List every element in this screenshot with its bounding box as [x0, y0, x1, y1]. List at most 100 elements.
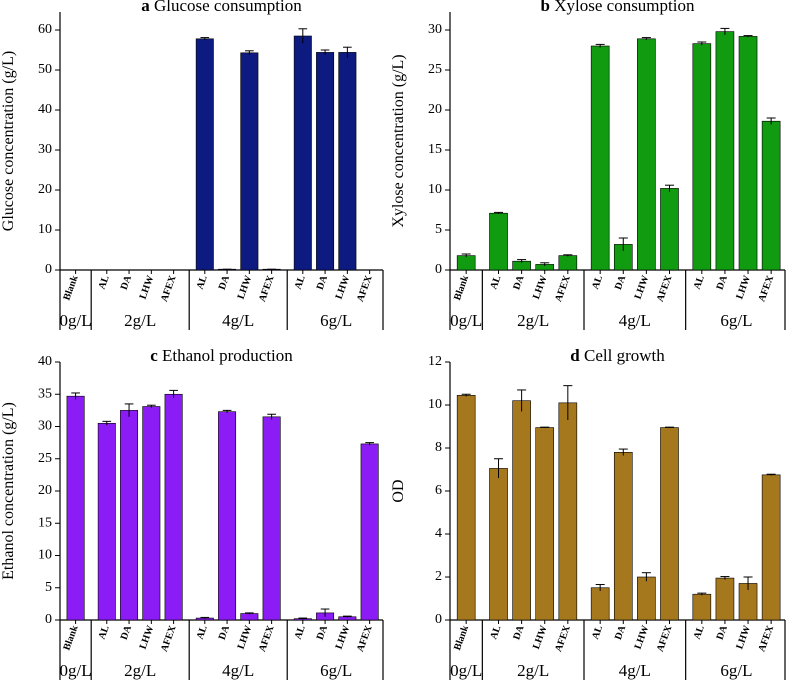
x-tick-label: AL [97, 274, 112, 291]
bar [613, 451, 633, 621]
error-bar [618, 448, 628, 456]
x-tick-label: AFEX [355, 623, 375, 653]
error-bar [720, 27, 730, 35]
bar [316, 52, 335, 271]
y-tick-label: 40 [38, 102, 52, 117]
y-tick-label: 4 [435, 526, 442, 541]
group-label: 4g/L [222, 661, 254, 680]
error-bar [540, 426, 550, 429]
bar [338, 52, 357, 271]
y-tick-label: 10 [428, 397, 442, 412]
error-bar [618, 237, 628, 251]
x-tick-label: DA [715, 273, 731, 291]
bar [738, 36, 758, 271]
error-bar [461, 393, 471, 397]
title-text: Glucose consumption [154, 0, 302, 15]
panel-label: c [150, 346, 158, 365]
chart-title: d Cell growth [570, 346, 665, 365]
x-tick-label: AFEX [257, 273, 277, 303]
group-label: 0g/L [60, 661, 92, 680]
bar [360, 443, 379, 621]
error-bar [365, 442, 374, 446]
x-tick-label: AL [692, 274, 707, 291]
y-tick-label: 0 [45, 612, 52, 627]
x-tick-label: DA [511, 623, 527, 641]
bar [512, 400, 531, 621]
error-bar [494, 211, 504, 214]
error-bar [563, 254, 573, 257]
y-tick-label: 0 [435, 612, 442, 627]
group-label: 2g/L [517, 311, 549, 330]
bar [761, 120, 781, 271]
bar [637, 38, 656, 271]
error-bar [595, 584, 605, 591]
x-tick-label: DA [613, 623, 629, 641]
x-tick-label: AFEX [159, 623, 179, 653]
bar [218, 411, 237, 621]
error-bar [697, 592, 707, 596]
error-bar [320, 49, 330, 55]
x-tick-label: AFEX [355, 273, 375, 303]
y-axis-label: Glucose concentration (g/L) [0, 51, 17, 231]
error-bar [343, 615, 352, 618]
y-tick-label: 10 [38, 548, 52, 563]
error-bar [200, 37, 210, 40]
error-bar [245, 612, 254, 615]
x-tick-label: LHW [138, 274, 157, 301]
y-tick-label: 10 [428, 182, 442, 197]
y-tick-label: 8 [435, 440, 442, 455]
group-label: 0g/L [450, 311, 482, 330]
x-tick-label: LHW [531, 624, 550, 651]
error-bar [595, 43, 605, 48]
x-tick-label: LHW [531, 274, 550, 301]
error-bar [743, 35, 753, 38]
x-tick-label: AL [488, 624, 503, 641]
error-bar [169, 389, 178, 399]
error-bar [766, 117, 776, 125]
x-tick-label: LHW [334, 274, 353, 301]
x-tick-label: AL [97, 624, 112, 641]
error-bar [124, 403, 134, 417]
y-tick-label: 35 [38, 386, 52, 401]
x-tick-label: AFEX [553, 623, 573, 653]
chart-title: a Glucose consumption [141, 0, 302, 15]
bar [195, 38, 214, 271]
error-bar [200, 616, 210, 619]
error-bar [540, 262, 550, 266]
group-label: 6g/L [720, 311, 752, 330]
bar [142, 406, 161, 621]
group-label: 0g/L [60, 311, 92, 330]
x-tick-label: AL [195, 274, 210, 291]
y-axis-label: Xylose concentration (g/L) [390, 54, 407, 227]
group-label: 2g/L [517, 661, 549, 680]
x-tick-label: AFEX [655, 273, 675, 303]
error-bar [102, 420, 112, 426]
x-tick-label: AFEX [553, 273, 573, 303]
bar [692, 43, 712, 271]
bar [489, 212, 508, 271]
bar [590, 587, 610, 621]
error-bar [641, 572, 651, 582]
y-axis-label: Ethanol concentration (g/L) [0, 402, 17, 580]
bar [715, 577, 735, 621]
y-tick-label: 25 [428, 62, 442, 77]
y-tick-label: 50 [38, 62, 52, 77]
error-bar [766, 473, 776, 476]
bar [558, 402, 578, 621]
x-tick-label: AL [692, 624, 707, 641]
group-label: 6g/L [320, 661, 352, 680]
x-tick-label: LHW [138, 624, 157, 651]
y-tick-label: 25 [38, 451, 52, 466]
title-text: Xylose consumption [554, 0, 695, 15]
x-tick-label: LHW [633, 624, 652, 651]
bar [240, 613, 259, 621]
x-tick-label: Blank [61, 274, 80, 302]
error-bar [298, 617, 308, 620]
bar [293, 35, 312, 271]
error-bar [267, 413, 276, 420]
y-tick-label: 20 [428, 102, 442, 117]
x-tick-label: DA [119, 273, 135, 291]
x-tick-label: AFEX [756, 623, 776, 653]
bar [262, 416, 281, 621]
